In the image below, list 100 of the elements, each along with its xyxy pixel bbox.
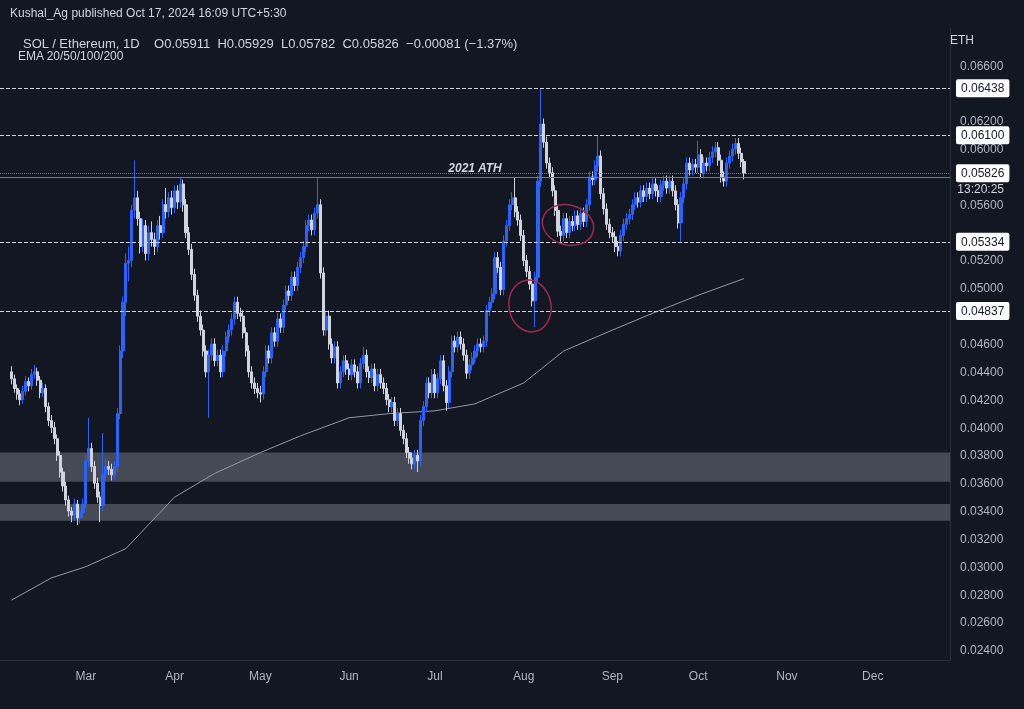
candlestick xyxy=(76,499,79,526)
candlestick xyxy=(345,354,348,376)
candlestick xyxy=(396,407,399,427)
y-tick-label: 0.05000 xyxy=(960,281,1004,296)
candlestick xyxy=(428,376,431,399)
candlestick xyxy=(373,362,376,392)
candlestick xyxy=(176,184,179,210)
y-tick-label: 0.06000 xyxy=(960,142,1004,157)
candlestick xyxy=(336,340,339,390)
candlestick xyxy=(637,191,640,209)
candlestick xyxy=(568,215,571,239)
text: 13:20:25 xyxy=(957,182,1005,196)
candlestick xyxy=(110,463,113,481)
candlestick xyxy=(694,158,697,174)
candlestick xyxy=(270,326,273,364)
candlestick xyxy=(582,207,585,228)
candlestick xyxy=(562,212,565,242)
candlestick xyxy=(279,312,282,334)
x-tick-label: Oct xyxy=(688,669,709,683)
ref-line-label: 0.06438 xyxy=(961,81,1005,96)
y-tick-label: 0.03000 xyxy=(960,559,1004,574)
candlestick xyxy=(310,214,313,236)
candlestick xyxy=(219,349,222,378)
candlestick xyxy=(276,312,279,348)
annotation: ETH xyxy=(950,33,974,47)
candlestick xyxy=(173,184,176,214)
y-tick-label: 0.03800 xyxy=(960,448,1004,463)
candlestick xyxy=(571,215,574,232)
candlestick xyxy=(216,349,219,367)
x-tick-label: Mar xyxy=(75,669,97,683)
candlestick xyxy=(293,271,296,292)
candlestick xyxy=(390,396,394,413)
candlestick xyxy=(479,337,482,353)
candlestick xyxy=(651,177,654,200)
candlestick xyxy=(688,156,691,177)
text: O0.05911 H0.05929 L0.05782 C0.05826 −0.00081 (−1.37%) xyxy=(154,36,518,51)
y-tick-label: 0.06200 xyxy=(960,114,1004,129)
y-tick-label: 0.03400 xyxy=(960,504,1004,519)
candlestick xyxy=(668,175,671,195)
ref-line-label: 0.06100 xyxy=(961,128,1005,143)
candlestick xyxy=(107,460,110,476)
candlestick xyxy=(162,198,165,239)
x-tick-label: Apr xyxy=(165,669,184,683)
y-tick-label: 0.02800 xyxy=(960,587,1004,602)
x-tick-label: May xyxy=(249,669,272,683)
y-tick-label: 0.03600 xyxy=(960,476,1004,491)
candlestick xyxy=(170,190,173,216)
candlestick xyxy=(579,207,582,231)
candlestick xyxy=(259,385,262,403)
candlestick xyxy=(325,310,328,337)
candlestick xyxy=(639,184,643,209)
candlestick xyxy=(659,179,663,203)
x-tick-label: Jun xyxy=(339,669,359,683)
candlestick xyxy=(73,498,76,522)
candlestick xyxy=(179,176,182,209)
line-series xyxy=(10,278,745,601)
candlestick xyxy=(705,156,708,172)
candlestick xyxy=(30,368,33,391)
candlestick xyxy=(648,182,651,200)
candlestick xyxy=(379,368,382,390)
candlestick xyxy=(147,225,150,261)
candlestick xyxy=(416,449,419,473)
y-tick-label: 0.02400 xyxy=(960,643,1004,658)
candlestick xyxy=(376,368,379,392)
y-tick-label: 0.04000 xyxy=(960,420,1004,435)
text: Kushal_Ag published Oct 17, 2024 16:09 UTC+5:30 xyxy=(10,6,287,20)
candlestick xyxy=(350,358,354,381)
candlestick xyxy=(156,219,159,253)
y-tick-label: 0.05600 xyxy=(960,197,1004,212)
y-tick-label: 0.04200 xyxy=(960,392,1004,407)
y-tick-label: 0.02600 xyxy=(960,615,1004,630)
candlestick xyxy=(665,175,668,195)
candlestick xyxy=(565,212,568,239)
x-tick-label: Jul xyxy=(427,669,443,683)
candlestick xyxy=(267,344,271,364)
ref-line-label: 0.05334 xyxy=(961,234,1005,249)
candlestick xyxy=(287,285,291,302)
text: SOL / Ethereum, 1D xyxy=(23,36,140,51)
candlestick xyxy=(213,337,216,367)
candlestick xyxy=(290,271,293,302)
annotation: EMA 20/50/100/200 xyxy=(18,49,124,63)
candlestick xyxy=(413,449,416,470)
ref-line-label: 2021 ATH xyxy=(447,160,503,175)
candlestick xyxy=(642,184,645,203)
y-tick-label: 0.04400 xyxy=(960,364,1004,379)
candlestick xyxy=(456,330,459,353)
y-tick-label: 0.03200 xyxy=(960,531,1004,546)
y-tick-label: 0.05200 xyxy=(960,253,1004,268)
candlestick xyxy=(645,182,648,203)
y-tick-label: 0.04600 xyxy=(960,337,1004,351)
candlestick xyxy=(167,191,170,218)
x-tick-label: Aug xyxy=(512,669,535,683)
candlestick xyxy=(691,158,694,177)
candlestick xyxy=(393,396,396,427)
candlestick xyxy=(697,140,700,174)
x-tick-label: Nov xyxy=(776,669,798,683)
candlestick xyxy=(273,326,276,348)
ref-line-label: 0.04837 xyxy=(961,304,1005,319)
candlestick xyxy=(333,340,336,364)
x-tick-label: Dec xyxy=(862,669,884,683)
